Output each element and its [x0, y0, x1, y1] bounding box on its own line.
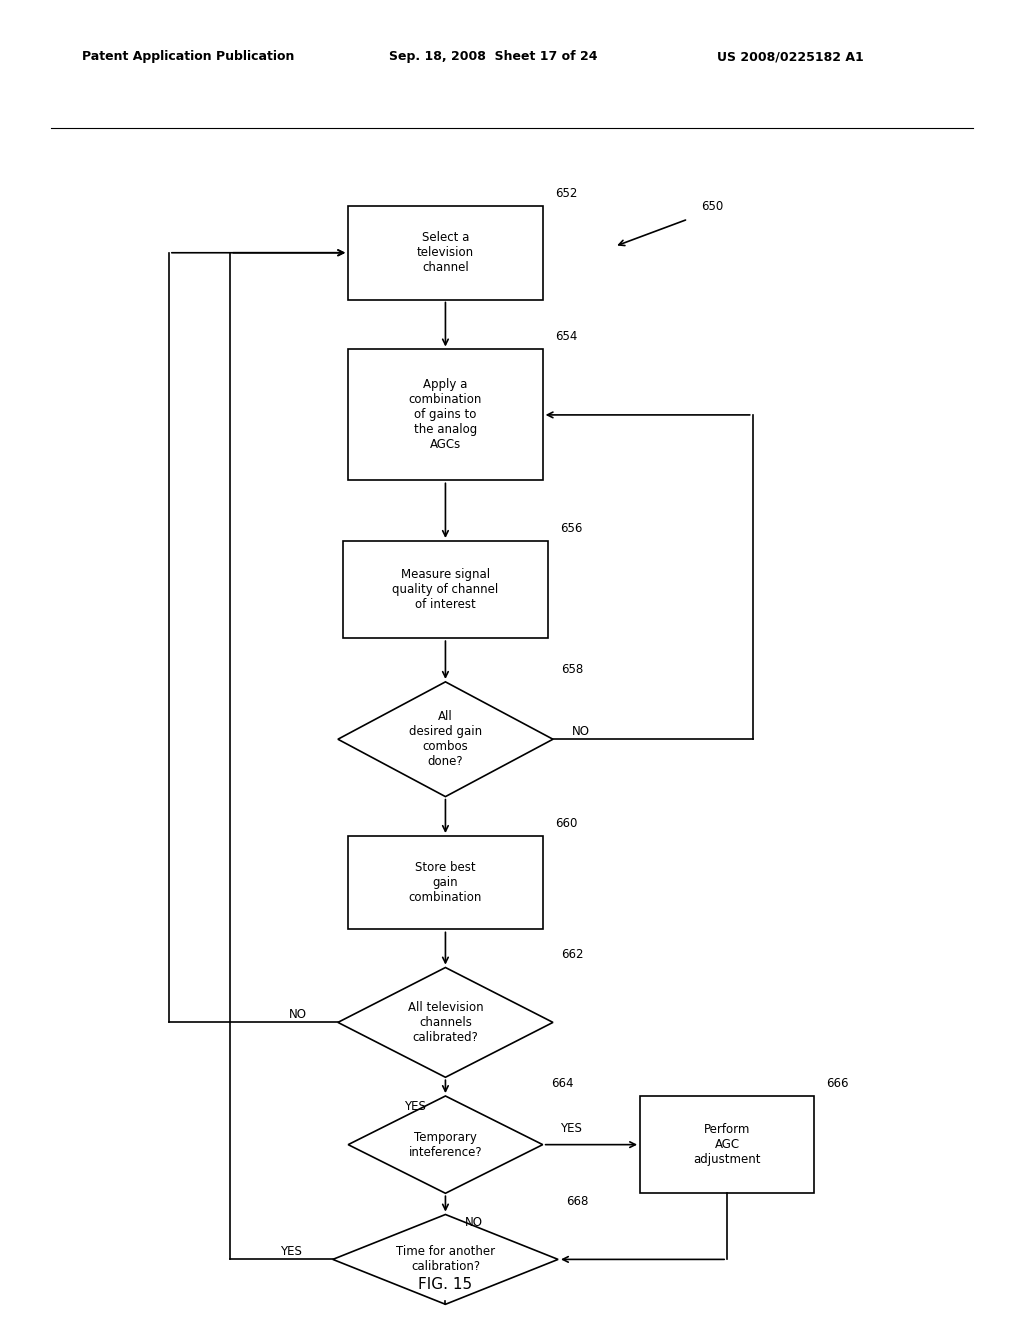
Text: All
desired gain
combos
done?: All desired gain combos done?: [409, 710, 482, 768]
Text: 652: 652: [555, 186, 578, 199]
Text: YES: YES: [560, 1122, 583, 1135]
Text: Measure signal
quality of channel
of interest: Measure signal quality of channel of int…: [392, 568, 499, 611]
Polygon shape: [348, 1096, 543, 1193]
Text: NO: NO: [289, 1008, 307, 1022]
Text: 664: 664: [551, 1077, 573, 1090]
Polygon shape: [333, 1214, 558, 1304]
Text: Time for another
calibration?: Time for another calibration?: [396, 1245, 495, 1274]
Text: Select a
television
channel: Select a television channel: [417, 231, 474, 275]
Text: 658: 658: [561, 663, 584, 676]
Text: 668: 668: [566, 1195, 589, 1208]
FancyBboxPatch shape: [640, 1096, 814, 1193]
Text: NO: NO: [571, 725, 590, 738]
Text: 666: 666: [826, 1077, 849, 1090]
Text: NO: NO: [465, 1216, 483, 1229]
Text: FIG. 15: FIG. 15: [419, 1276, 472, 1292]
Text: YES: YES: [403, 1100, 426, 1113]
Text: 656: 656: [560, 521, 583, 535]
Text: YES: YES: [281, 1245, 302, 1258]
Polygon shape: [338, 682, 553, 796]
Text: Store best
gain
combination: Store best gain combination: [409, 861, 482, 904]
Text: Apply a
combination
of gains to
the analog
AGCs: Apply a combination of gains to the anal…: [409, 379, 482, 451]
FancyBboxPatch shape: [343, 541, 548, 638]
Polygon shape: [338, 968, 553, 1077]
Text: Perform
AGC
adjustment: Perform AGC adjustment: [693, 1123, 761, 1166]
Text: Sep. 18, 2008  Sheet 17 of 24: Sep. 18, 2008 Sheet 17 of 24: [389, 50, 598, 63]
Text: 660: 660: [555, 817, 578, 830]
FancyBboxPatch shape: [348, 350, 543, 480]
FancyBboxPatch shape: [348, 836, 543, 929]
Text: All television
channels
calibrated?: All television channels calibrated?: [408, 1001, 483, 1044]
Text: US 2008/0225182 A1: US 2008/0225182 A1: [717, 50, 863, 63]
Text: 662: 662: [561, 948, 584, 961]
Text: Temporary
inteference?: Temporary inteference?: [409, 1131, 482, 1159]
Text: 650: 650: [701, 201, 724, 213]
Text: Patent Application Publication: Patent Application Publication: [82, 50, 294, 63]
FancyBboxPatch shape: [348, 206, 543, 300]
Text: 654: 654: [555, 330, 578, 343]
